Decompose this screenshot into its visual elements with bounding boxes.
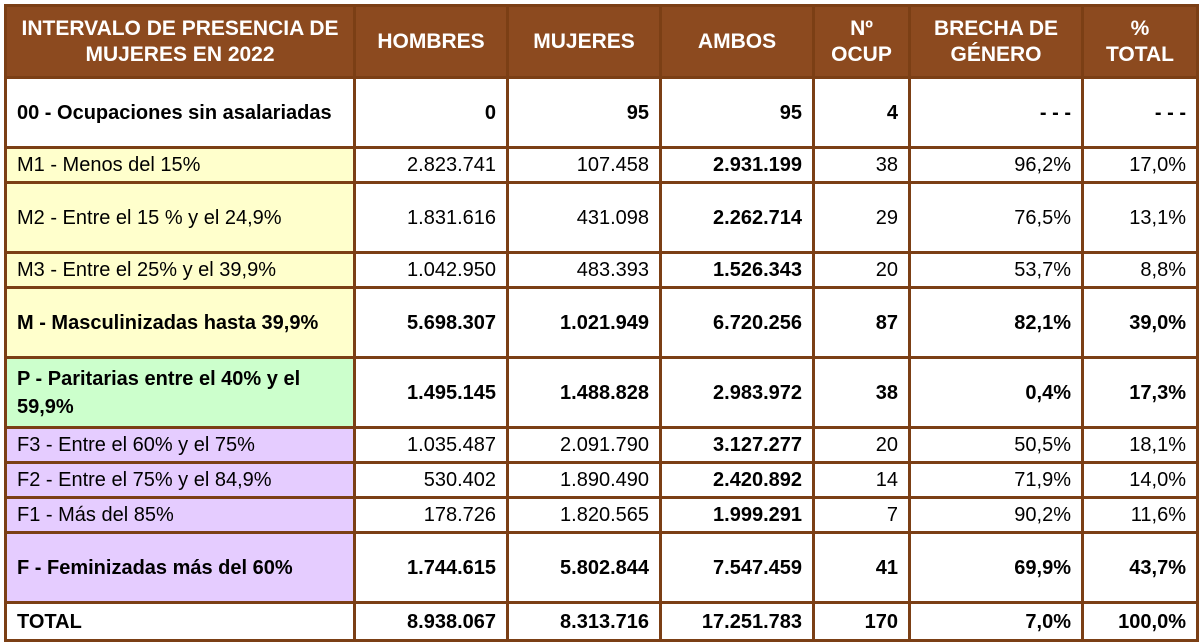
table-row: M1 - Menos del 15% 2.823.741 107.458 2.9… [4,146,1199,184]
total-row: TOTAL 8.938.067 8.313.716 17.251.783 170… [4,601,1199,642]
cell-total: 43,7% [1081,531,1199,604]
row-label: F2 - Entre el 75% y el 84,9% [4,461,356,499]
cell-mujeres: 8.313.716 [506,601,662,642]
cell-mujeres: 431.098 [506,181,662,254]
row-label: M - Masculinizadas hasta 39,9% [4,286,356,359]
cell-hombres: 530.402 [353,461,509,499]
cell-total: 18,1% [1081,426,1199,464]
cell-ocup: 7 [812,496,911,534]
cell-total: 39,0% [1081,286,1199,359]
header-ocup: Nº OCUP [812,4,911,79]
cell-total: 17,3% [1081,356,1199,429]
cell-brecha: 96,2% [908,146,1084,184]
cell-ambos: 7.547.459 [659,531,815,604]
cell-ocup: 41 [812,531,911,604]
cell-total: 17,0% [1081,146,1199,184]
cell-ocup: 38 [812,356,911,429]
cell-ambos: 2.420.892 [659,461,815,499]
cell-hombres: 5.698.307 [353,286,509,359]
cell-brecha: 82,1% [908,286,1084,359]
cell-ambos: 6.720.256 [659,286,815,359]
cell-mujeres: 1.021.949 [506,286,662,359]
table-row: M2 - Entre el 15 % y el 24,9% 1.831.616 … [4,181,1199,254]
cell-brecha: 0,4% [908,356,1084,429]
cell-mujeres: 5.802.844 [506,531,662,604]
cell-hombres: 1.831.616 [353,181,509,254]
gender-occupation-table: INTERVALO DE PRESENCIA DE MUJERES EN 202… [4,4,1199,642]
cell-ocup: 170 [812,601,911,642]
table-row: P - Paritarias entre el 40% y el 59,9% 1… [4,356,1199,429]
cell-ocup: 87 [812,286,911,359]
table-row: F3 - Entre el 60% y el 75% 1.035.487 2.0… [4,426,1199,464]
cell-mujeres: 2.091.790 [506,426,662,464]
cell-brecha: 71,9% [908,461,1084,499]
cell-hombres: 2.823.741 [353,146,509,184]
cell-total: 11,6% [1081,496,1199,534]
row-label: M3 - Entre el 25% y el 39,9% [4,251,356,289]
cell-hombres: 1.035.487 [353,426,509,464]
header-total: % TOTAL [1081,4,1199,79]
cell-ambos: 1.999.291 [659,496,815,534]
cell-brecha: 90,2% [908,496,1084,534]
cell-hombres: 8.938.067 [353,601,509,642]
cell-hombres: 1.744.615 [353,531,509,604]
table-row: F2 - Entre el 75% y el 84,9% 530.402 1.8… [4,461,1199,499]
cell-ambos: 1.526.343 [659,251,815,289]
table-row: M3 - Entre el 25% y el 39,9% 1.042.950 4… [4,251,1199,289]
header-ambos: AMBOS [659,4,815,79]
cell-mujeres: 1.488.828 [506,356,662,429]
cell-ocup: 29 [812,181,911,254]
cell-total: 8,8% [1081,251,1199,289]
header-intervalo: INTERVALO DE PRESENCIA DE MUJERES EN 202… [4,4,356,79]
table-row: M - Masculinizadas hasta 39,9% 5.698.307… [4,286,1199,359]
cell-ocup: 4 [812,76,911,149]
cell-brecha: 69,9% [908,531,1084,604]
cell-brecha: 76,5% [908,181,1084,254]
row-label: M2 - Entre el 15 % y el 24,9% [4,181,356,254]
row-label: F - Feminizadas más del 60% [4,531,356,604]
cell-mujeres: 107.458 [506,146,662,184]
row-label: 00 - Ocupaciones sin asalariadas [4,76,356,149]
cell-total: 14,0% [1081,461,1199,499]
table-row: F - Feminizadas más del 60% 1.744.615 5.… [4,531,1199,604]
header-brecha: BRECHA DE GÉNERO [908,4,1084,79]
cell-mujeres: 95 [506,76,662,149]
cell-ambos: 2.931.199 [659,146,815,184]
table-row: 00 - Ocupaciones sin asalariadas 0 95 95… [4,76,1199,149]
row-label: P - Paritarias entre el 40% y el 59,9% [4,356,356,429]
cell-brecha: 7,0% [908,601,1084,642]
row-label: TOTAL [4,601,356,642]
cell-ambos: 95 [659,76,815,149]
cell-ambos: 2.262.714 [659,181,815,254]
cell-ambos: 3.127.277 [659,426,815,464]
cell-hombres: 0 [353,76,509,149]
cell-ocup: 38 [812,146,911,184]
cell-brecha: 53,7% [908,251,1084,289]
cell-mujeres: 483.393 [506,251,662,289]
cell-brecha: 50,5% [908,426,1084,464]
cell-hombres: 178.726 [353,496,509,534]
cell-hombres: 1.042.950 [353,251,509,289]
header-hombres: HOMBRES [353,4,509,79]
cell-ocup: 20 [812,426,911,464]
row-label: F3 - Entre el 60% y el 75% [4,426,356,464]
header-mujeres: MUJERES [506,4,662,79]
cell-total: 13,1% [1081,181,1199,254]
cell-ambos: 17.251.783 [659,601,815,642]
cell-mujeres: 1.890.490 [506,461,662,499]
cell-total: - - - [1081,76,1199,149]
table-row: F1 - Más del 85% 178.726 1.820.565 1.999… [4,496,1199,534]
row-label: M1 - Menos del 15% [4,146,356,184]
cell-brecha: - - - [908,76,1084,149]
header-row: INTERVALO DE PRESENCIA DE MUJERES EN 202… [4,4,1199,79]
cell-total: 100,0% [1081,601,1199,642]
cell-mujeres: 1.820.565 [506,496,662,534]
cell-ocup: 20 [812,251,911,289]
cell-ocup: 14 [812,461,911,499]
row-label: F1 - Más del 85% [4,496,356,534]
cell-ambos: 2.983.972 [659,356,815,429]
cell-hombres: 1.495.145 [353,356,509,429]
